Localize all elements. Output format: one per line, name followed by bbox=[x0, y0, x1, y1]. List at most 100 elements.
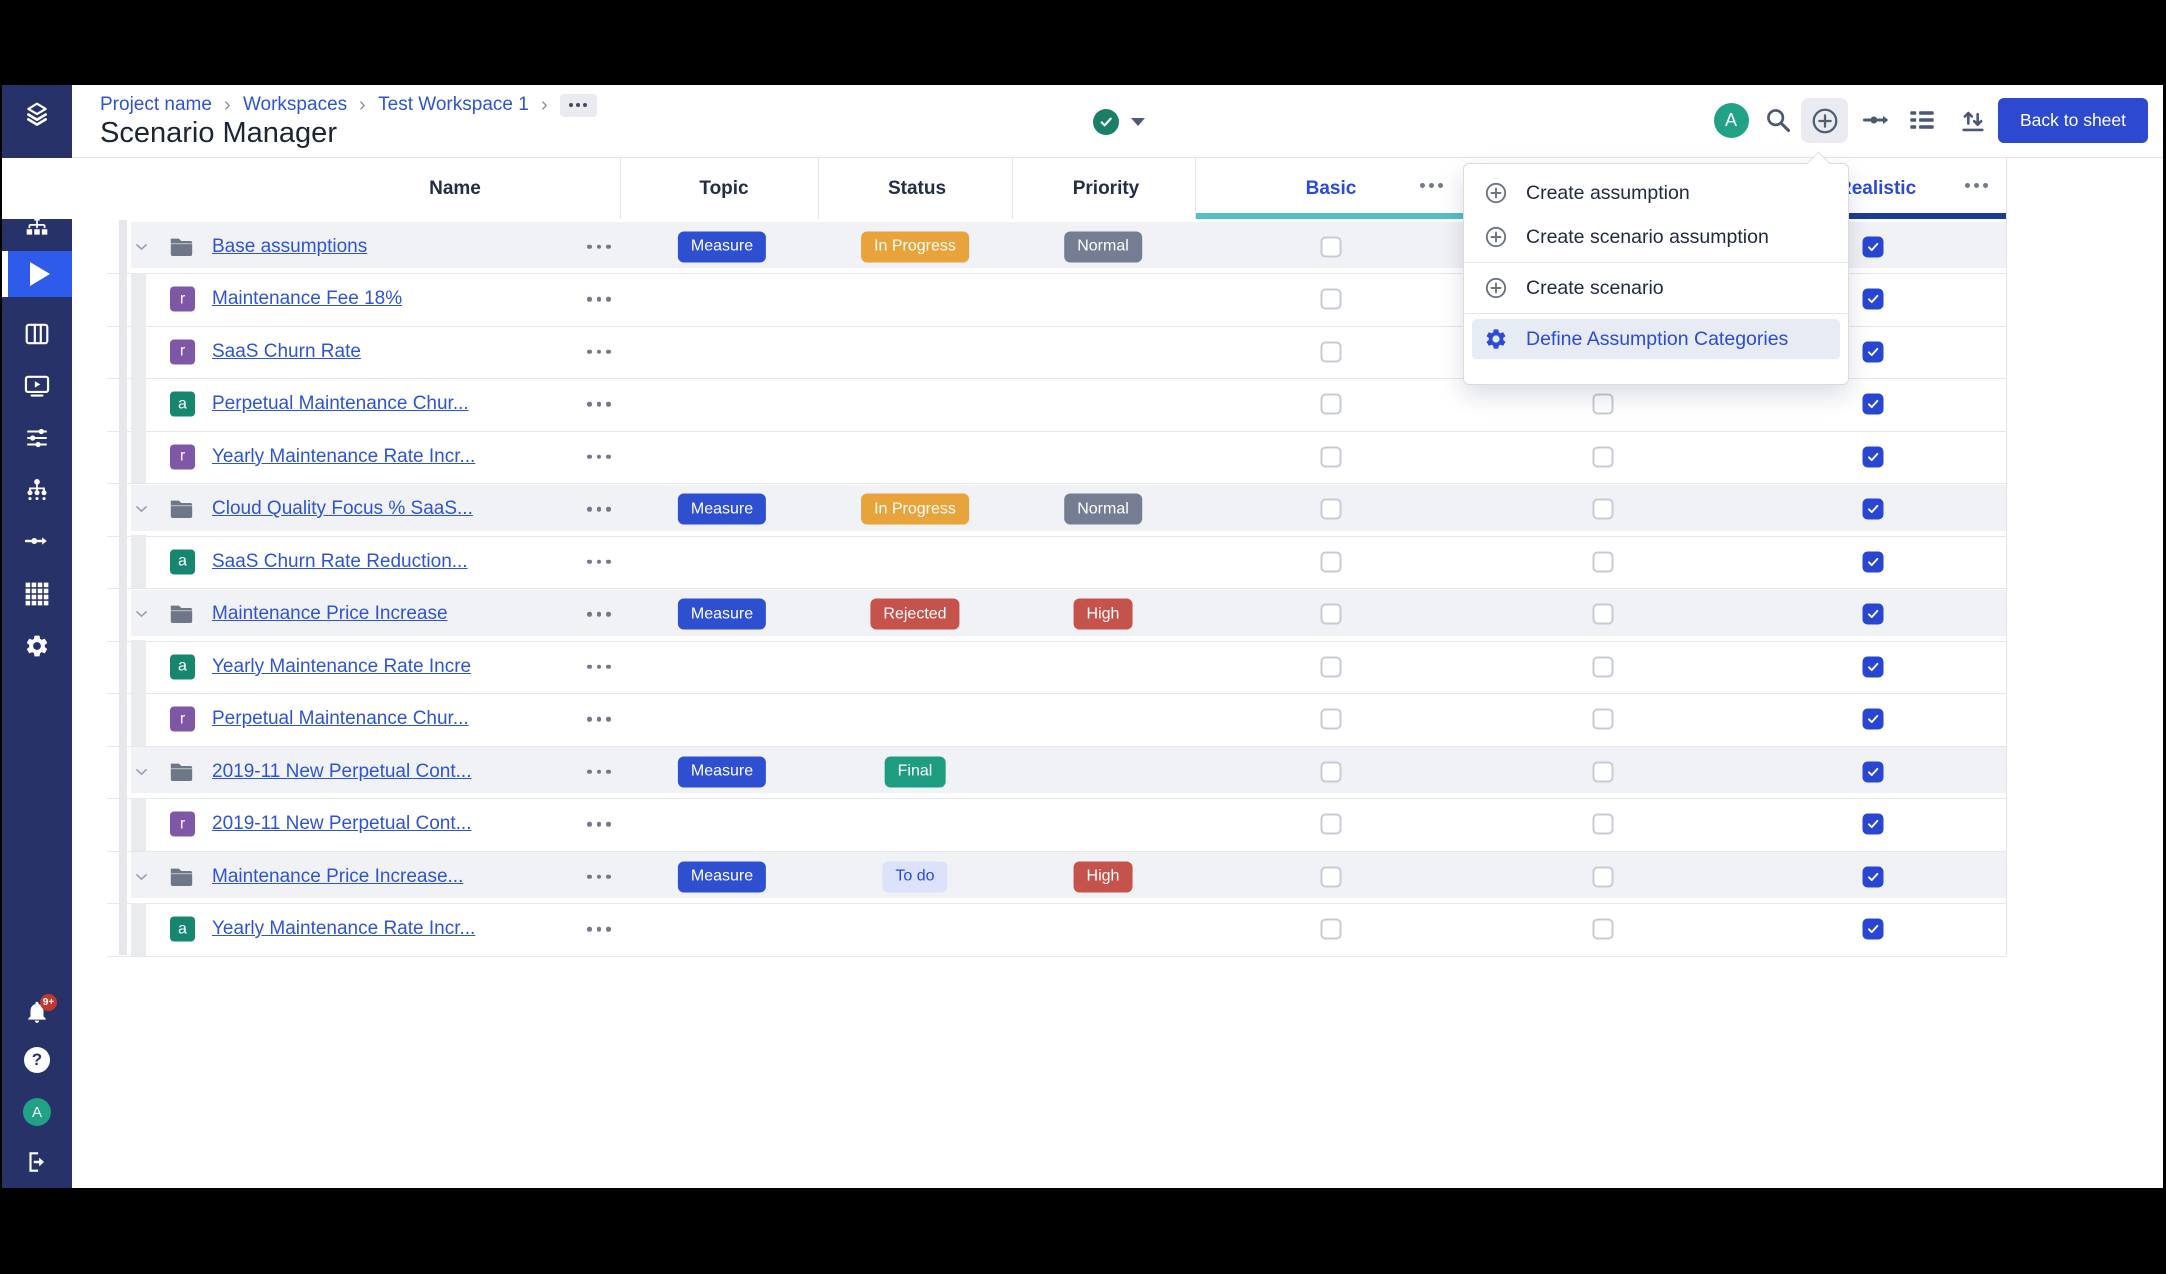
row-options-button[interactable] bbox=[587, 821, 611, 827]
checkbox-hidden[interactable] bbox=[1592, 656, 1614, 677]
checkbox-realistic-checked[interactable] bbox=[1862, 393, 1884, 415]
row-name-link[interactable]: SaaS Churn Rate bbox=[212, 340, 361, 362]
checkbox-hidden[interactable] bbox=[1592, 393, 1614, 415]
column-options-button-realistic[interactable] bbox=[1965, 183, 1988, 188]
checkbox-hidden[interactable] bbox=[1592, 813, 1614, 835]
chevron-down-icon[interactable] bbox=[133, 606, 150, 623]
sidebar-item-org-chart[interactable] bbox=[17, 470, 57, 510]
checkbox-basic[interactable] bbox=[1320, 393, 1342, 415]
row-options-button[interactable] bbox=[587, 769, 611, 774]
sidebar-item-grid[interactable] bbox=[17, 574, 57, 614]
row-options-button[interactable] bbox=[587, 716, 611, 722]
row-options-button[interactable] bbox=[587, 926, 611, 932]
row-options-button[interactable] bbox=[587, 401, 611, 407]
checkbox-hidden[interactable] bbox=[1592, 551, 1614, 572]
checkbox-realistic-checked[interactable] bbox=[1862, 341, 1884, 362]
checkbox-hidden[interactable] bbox=[1592, 498, 1614, 520]
checkbox-realistic-checked[interactable] bbox=[1862, 761, 1884, 782]
row-name-link[interactable]: Perpetual Maintenance Chur... bbox=[212, 708, 469, 729]
menu-item-create-assumption[interactable]: Create assumption bbox=[1472, 173, 1840, 213]
checkbox-hidden[interactable] bbox=[1592, 761, 1614, 782]
sidebar-item-help[interactable]: ? bbox=[17, 1040, 57, 1080]
row-options-button[interactable] bbox=[587, 349, 611, 354]
checkbox-basic[interactable] bbox=[1320, 866, 1342, 887]
checkbox-basic[interactable] bbox=[1320, 603, 1342, 625]
row-options-button[interactable] bbox=[587, 559, 611, 564]
checkbox-realistic-checked[interactable] bbox=[1862, 603, 1884, 625]
checkbox-basic[interactable] bbox=[1320, 288, 1342, 310]
checkbox-realistic-checked[interactable] bbox=[1862, 288, 1884, 310]
row-options-button[interactable] bbox=[587, 874, 611, 879]
row-name-link[interactable]: Yearly Maintenance Rate Incre bbox=[212, 655, 472, 677]
row-options-button[interactable] bbox=[587, 454, 611, 459]
row-name-link[interactable]: Maintenance Fee 18% bbox=[212, 288, 403, 309]
row-options-button[interactable] bbox=[587, 664, 611, 669]
breadcrumb-link-1[interactable]: Project name bbox=[100, 94, 212, 115]
row-name-link[interactable]: Maintenance Price Increase bbox=[212, 603, 448, 624]
row-name-link[interactable]: Maintenance Price Increase... bbox=[212, 865, 464, 887]
row-name-link[interactable]: SaaS Churn Rate Reduction... bbox=[212, 550, 468, 572]
sidebar-item-screen-play[interactable] bbox=[17, 366, 57, 406]
checkbox-realistic-checked[interactable] bbox=[1862, 708, 1884, 730]
sidebar-item-logout[interactable] bbox=[17, 1142, 57, 1182]
checkbox-basic[interactable] bbox=[1320, 656, 1342, 677]
row-options-button[interactable] bbox=[587, 296, 611, 302]
checkbox-hidden[interactable] bbox=[1592, 866, 1614, 887]
row-name-link[interactable]: Yearly Maintenance Rate Incr... bbox=[212, 445, 476, 467]
sidebar-item-columns[interactable] bbox=[17, 314, 57, 354]
checkbox-realistic-checked[interactable] bbox=[1862, 918, 1884, 940]
checkbox-hidden[interactable] bbox=[1592, 446, 1614, 467]
checkbox-basic[interactable] bbox=[1320, 498, 1342, 520]
checkbox-basic[interactable] bbox=[1320, 446, 1342, 467]
checkbox-hidden[interactable] bbox=[1592, 708, 1614, 730]
row-name-link[interactable]: Yearly Maintenance Rate Incr... bbox=[212, 918, 476, 939]
chevron-down-icon[interactable] bbox=[133, 763, 150, 780]
checkbox-realistic-checked[interactable] bbox=[1862, 446, 1884, 467]
checkbox-basic[interactable] bbox=[1320, 761, 1342, 782]
sidebar-item-layers-logo[interactable] bbox=[17, 94, 57, 134]
row-name-link[interactable]: 2019-11 New Perpetual Cont... bbox=[212, 760, 472, 782]
chevron-down-icon[interactable] bbox=[133, 868, 150, 885]
column-options-button-basic[interactable] bbox=[1420, 183, 1443, 188]
checkbox-realistic-checked[interactable] bbox=[1862, 236, 1884, 257]
flow-arrow-icon[interactable] bbox=[1859, 102, 1895, 138]
import-export-icon[interactable] bbox=[1955, 102, 1991, 138]
checkbox-hidden[interactable] bbox=[1592, 603, 1614, 625]
checkbox-realistic-checked[interactable] bbox=[1862, 866, 1884, 887]
sidebar-item-avatar[interactable]: A bbox=[17, 1092, 57, 1132]
breadcrumb-more-button[interactable] bbox=[559, 93, 597, 117]
back-to-sheet-button[interactable]: Back to sheet bbox=[1998, 98, 2148, 143]
sidebar-item-bell[interactable]: 9+ bbox=[17, 992, 57, 1032]
sidebar-item-play-active[interactable] bbox=[17, 254, 57, 294]
checkbox-realistic-checked[interactable] bbox=[1862, 813, 1884, 835]
create-button[interactable] bbox=[1801, 98, 1848, 143]
breadcrumb-link-3[interactable]: Test Workspace 1 bbox=[378, 94, 529, 115]
avatar[interactable]: A bbox=[1713, 102, 1749, 138]
chevron-down-icon[interactable] bbox=[133, 238, 150, 255]
row-options-button[interactable] bbox=[587, 611, 611, 617]
row-name-link[interactable]: Perpetual Maintenance Chur... bbox=[212, 393, 469, 414]
sidebar-item-gear[interactable] bbox=[17, 626, 57, 666]
chevron-down-icon[interactable] bbox=[133, 501, 150, 518]
search-icon[interactable] bbox=[1760, 102, 1796, 138]
sidebar-item-flow-arrow[interactable] bbox=[17, 521, 57, 561]
checkbox-realistic-checked[interactable] bbox=[1862, 656, 1884, 677]
checkbox-basic[interactable] bbox=[1320, 551, 1342, 572]
row-name-link[interactable]: Base assumptions bbox=[212, 235, 368, 257]
menu-item-define-assumption-categories[interactable]: Define Assumption Categories bbox=[1472, 319, 1840, 359]
checkbox-realistic-checked[interactable] bbox=[1862, 498, 1884, 520]
checkbox-basic[interactable] bbox=[1320, 341, 1342, 362]
checkbox-basic[interactable] bbox=[1320, 813, 1342, 835]
breadcrumb-link-2[interactable]: Workspaces bbox=[242, 94, 348, 115]
checkbox-basic[interactable] bbox=[1320, 918, 1342, 940]
checkbox-basic[interactable] bbox=[1320, 236, 1342, 257]
checkbox-basic[interactable] bbox=[1320, 708, 1342, 730]
detail-list-icon[interactable] bbox=[1904, 102, 1940, 138]
status-dropdown[interactable] bbox=[1093, 109, 1145, 135]
checkbox-hidden[interactable] bbox=[1592, 918, 1614, 940]
checkbox-realistic-checked[interactable] bbox=[1862, 551, 1884, 572]
row-name-link[interactable]: 2019-11 New Perpetual Cont... bbox=[212, 813, 472, 834]
row-name-link[interactable]: Cloud Quality Focus % SaaS... bbox=[212, 498, 473, 519]
row-options-button[interactable] bbox=[587, 506, 611, 512]
menu-item-create-scenario-assumption[interactable]: Create scenario assumption bbox=[1472, 217, 1840, 257]
